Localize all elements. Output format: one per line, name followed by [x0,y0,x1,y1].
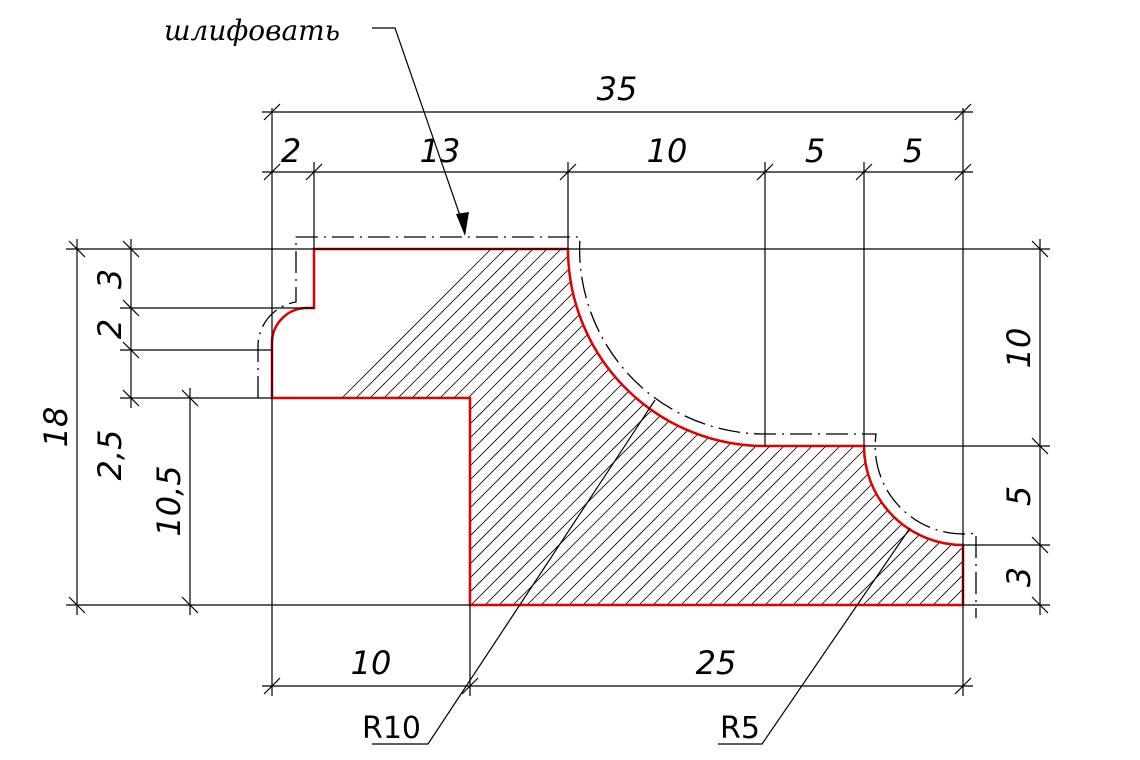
hatch-line [1080,240,1140,640]
grinding-note-leader [372,27,469,236]
radius-label-r10: R10 [362,711,421,746]
radius-leader-r5 [718,527,911,745]
hatch-line [968,240,1140,640]
hatch-line [813,249,963,605]
grinding-allowance-line [257,236,977,618]
hatch-line [827,249,963,605]
hatch-line [1122,240,1140,640]
hatch-line [1066,240,1140,640]
hatch-line [272,249,529,605]
hatch-line [757,249,963,605]
radius-leader-r10 [372,399,656,745]
dim-top-flat-width: 13 [420,132,461,170]
grinding-note: шлифовать [164,14,340,47]
hatch-line [869,249,963,605]
hatch-line [841,249,963,605]
hatch-line [1024,240,1140,640]
hatch-line [855,249,963,605]
dim-step-height: 3 [91,269,129,289]
dim-lip-height: 2,5 [91,430,129,481]
hatch-line [883,249,963,605]
dim-right-mid-height: 5 [1000,486,1038,506]
hatch-line [1038,240,1140,640]
hatch-line [771,249,963,605]
dimension-lines [76,111,1041,687]
part-outline [270,247,965,607]
dim-overall-width: 35 [597,70,638,108]
hatch-line [799,249,963,605]
dim-overall-height: 18 [37,407,75,448]
hatch-line [272,249,501,605]
hatch-line [1052,240,1140,640]
dim-right-bottom-height: 3 [1000,567,1038,587]
dim-bottom-right-width: 25 [696,644,737,682]
hatch-line [1136,240,1140,640]
dim-right-top-height: 10 [1000,328,1038,369]
dim-flat-5-width: 5 [805,132,825,170]
hatch-line [785,249,963,605]
section-hatching [272,240,1140,640]
dim-bottom-left-width: 10 [351,644,392,682]
hatch-line [1094,240,1140,640]
dim-big-arc-width: 10 [647,132,688,170]
dim-notch-height: 10,5 [150,465,188,536]
hatch-line [953,249,963,605]
dimension-ticks [68,103,1049,695]
dim-small-arc-width: 5 [903,132,923,170]
hatch-line [743,249,963,605]
extension-lines [66,108,1050,696]
hatch-line [1108,240,1140,640]
radius-label-r5: R5 [720,711,760,746]
dim-top-step-width: 2 [281,132,301,170]
dim-fillet-height: 2 [91,319,129,339]
